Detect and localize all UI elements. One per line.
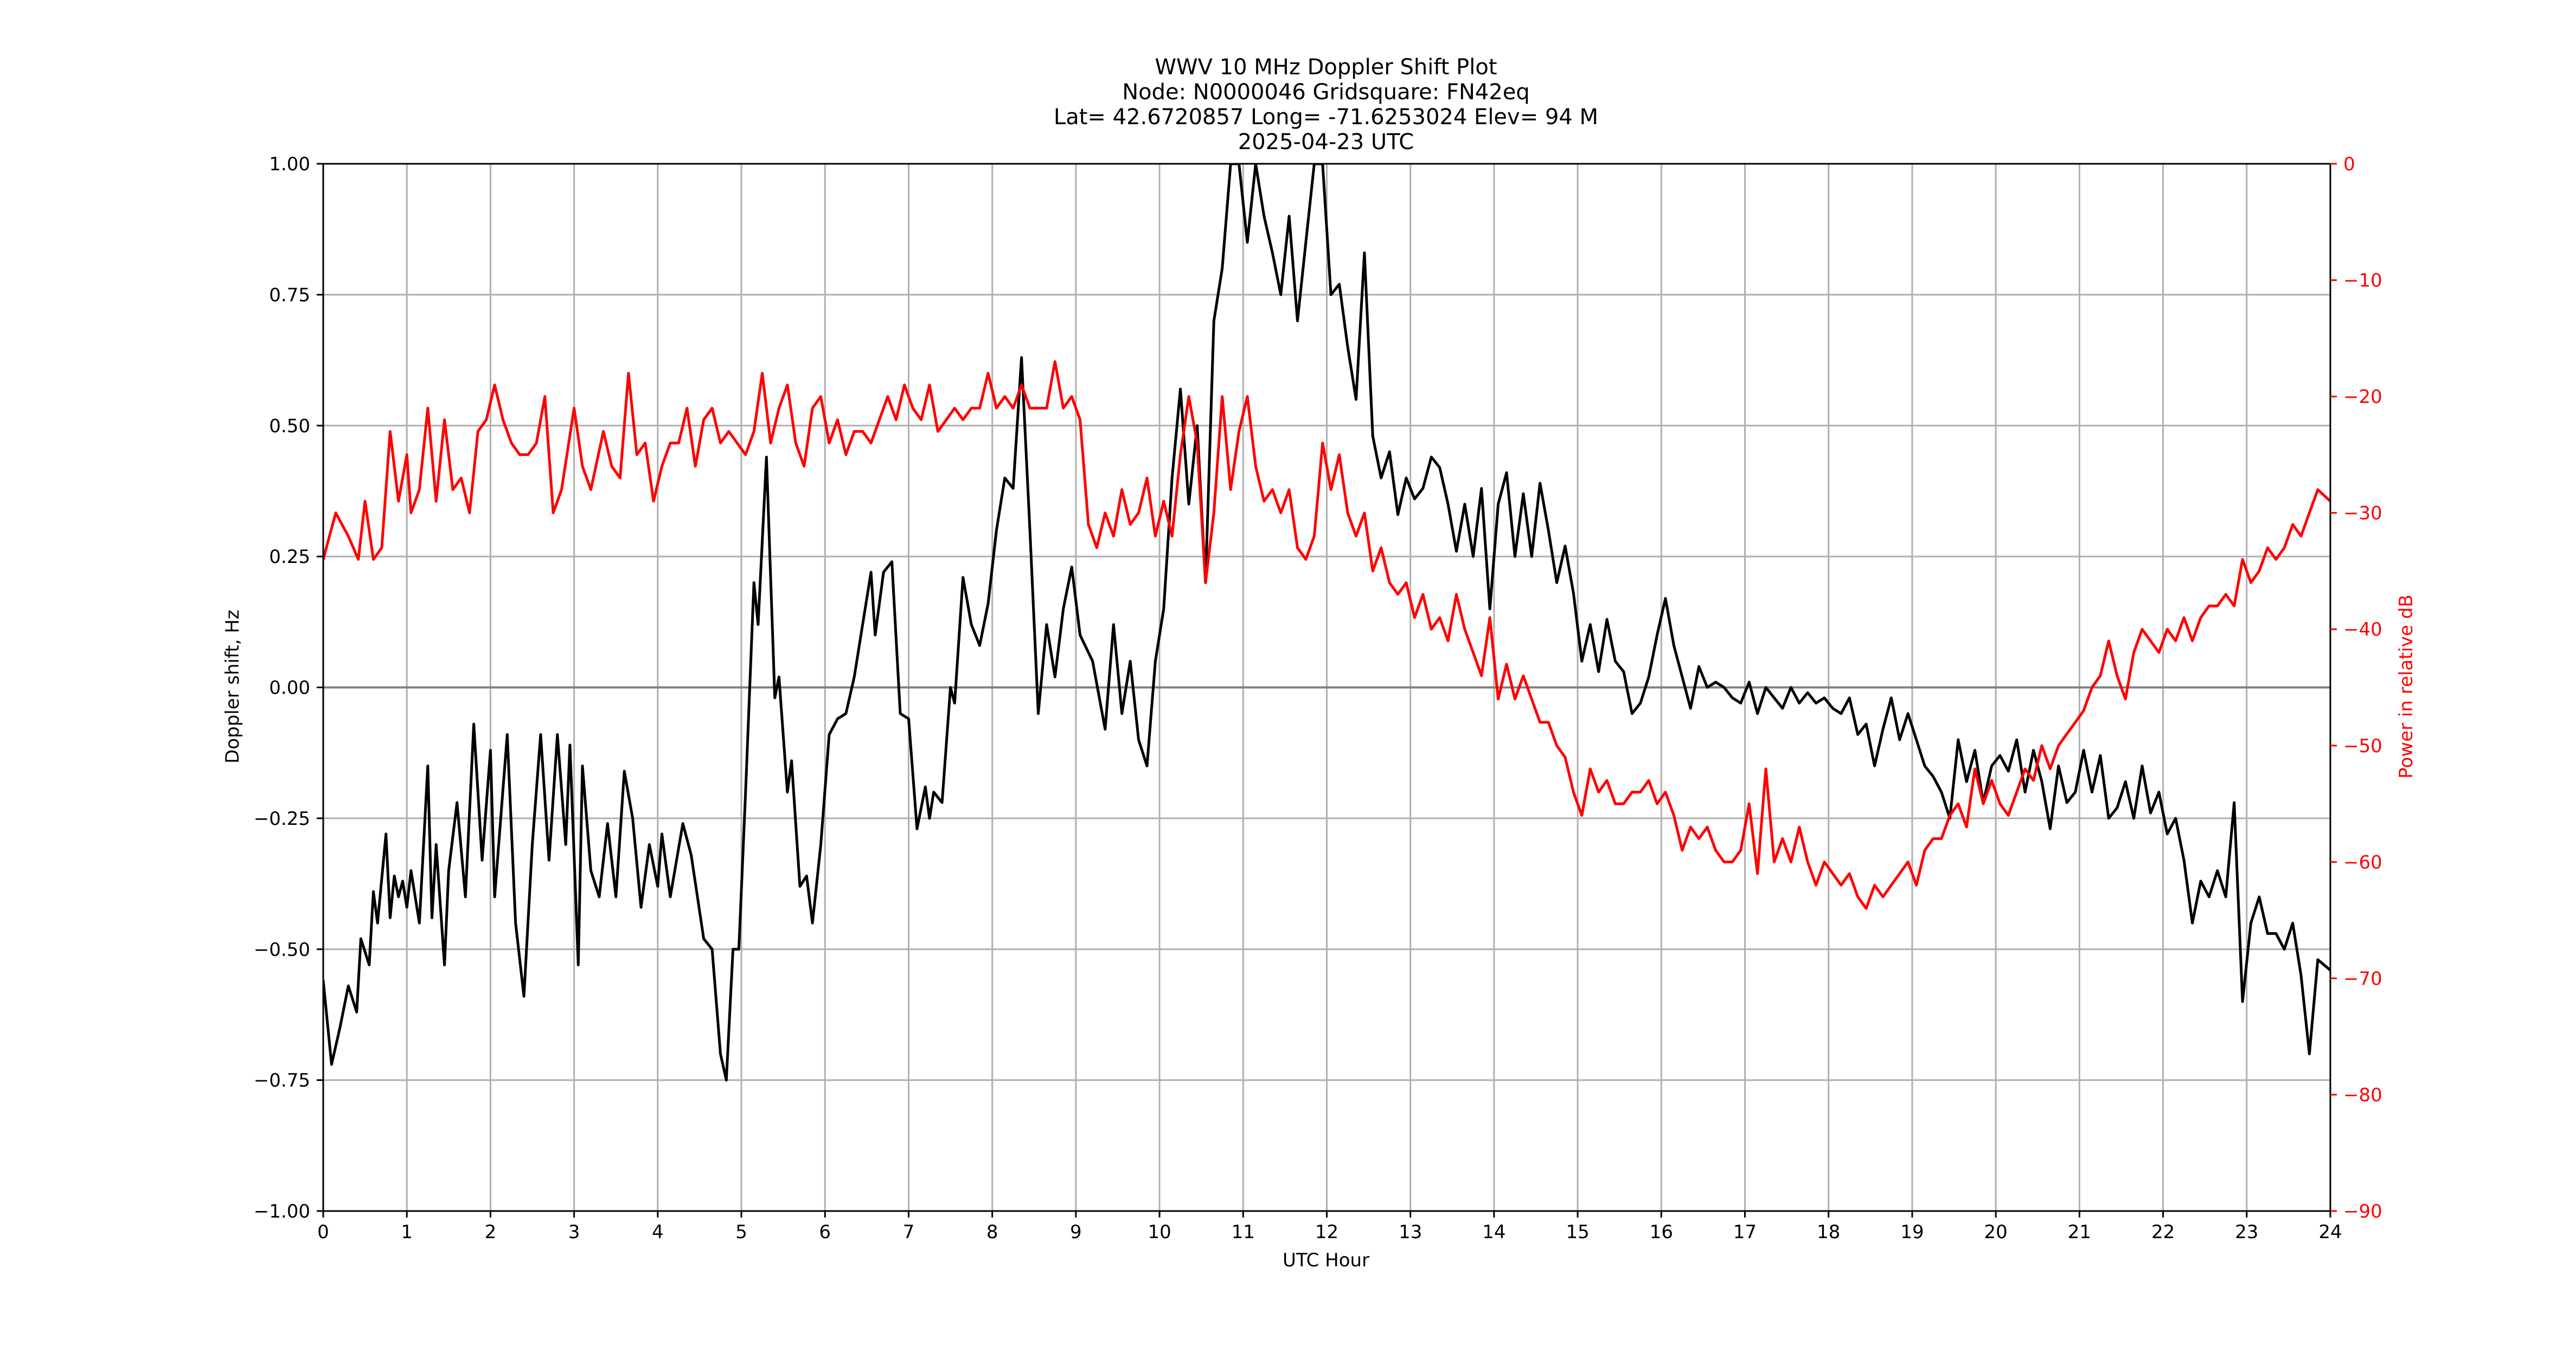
x-tick-label: 19 (1900, 1221, 1924, 1243)
y2-tick-label: −30 (2343, 503, 2382, 524)
title-line-4: 2025-04-23 UTC (1238, 130, 1414, 155)
y2-tick-label: −80 (2343, 1084, 2382, 1106)
y2-tick-label: 0 (2343, 153, 2355, 175)
y2-axis-label: Power in relative dB (2395, 594, 2417, 778)
y-tick-label: −0.50 (254, 939, 310, 960)
y-tick-label: 0.00 (269, 677, 310, 699)
power-series (323, 360, 2330, 910)
x-axis-label: UTC Hour (1283, 1250, 1369, 1271)
x-tick-label: 15 (1566, 1221, 1589, 1243)
y2-tick-label: −60 (2343, 851, 2382, 873)
x-tick-label: 4 (652, 1221, 664, 1243)
y2-tick-label: −40 (2343, 619, 2382, 640)
ticks-layer: 0 1 2 3 4 5 6 7 8 9 10 11 12 13 14 15 16 17 18 19 20 21 22 23 24… (254, 153, 2382, 1243)
series-layer (323, 164, 2330, 1082)
y2-tick-label: −20 (2343, 386, 2382, 408)
x-tick-label: 1 (401, 1221, 413, 1243)
y-axis-label: Doppler shift, Hz (222, 610, 243, 764)
chart-title: WWV 10 MHz Doppler Shift Plot Node: N000… (1054, 55, 1598, 155)
x-tick-label: 20 (1984, 1221, 2008, 1243)
x-tick-label: 11 (1232, 1221, 1255, 1243)
x-tick-label: 12 (1315, 1221, 1338, 1243)
y-tick-label: −0.75 (254, 1070, 310, 1092)
x-tick-label: 3 (568, 1221, 580, 1243)
y2-tick-label: −10 (2343, 270, 2382, 292)
x-tick-label: 6 (819, 1221, 831, 1243)
x-tick-label: 7 (903, 1221, 915, 1243)
x-tick-label: 13 (1399, 1221, 1422, 1243)
y-tick-label: 1.00 (269, 153, 310, 175)
x-tick-label: 14 (1482, 1221, 1505, 1243)
x-tick-label: 10 (1148, 1221, 1171, 1243)
title-line-1: WWV 10 MHz Doppler Shift Plot (1155, 55, 1497, 80)
x-tick-label: 24 (2318, 1221, 2342, 1243)
x-tick-label: 0 (317, 1221, 329, 1243)
x-tick-label: 23 (2235, 1221, 2258, 1243)
y-tick-label: −0.25 (254, 808, 310, 830)
y-tick-label: −1.00 (254, 1201, 310, 1222)
y-tick-label: 0.50 (269, 415, 310, 437)
y-tick-label: 0.75 (269, 284, 310, 306)
x-tick-label: 21 (2068, 1221, 2091, 1243)
x-tick-label: 2 (485, 1221, 497, 1243)
y2-tick-label: −50 (2343, 735, 2382, 757)
doppler-shift-series (323, 164, 2330, 1082)
x-tick-label: 5 (735, 1221, 747, 1243)
x-tick-label: 16 (1650, 1221, 1673, 1243)
title-line-3: Lat= 42.6720857 Long= -71.6253024 Elev= … (1054, 105, 1598, 130)
x-tick-label: 9 (1070, 1221, 1082, 1243)
x-tick-label: 8 (986, 1221, 998, 1243)
y2-tick-label: −70 (2343, 968, 2382, 990)
x-tick-label: 17 (1733, 1221, 1757, 1243)
title-line-2: Node: N0000046 Gridsquare: FN42eq (1122, 80, 1530, 105)
y-tick-label: 0.25 (269, 546, 310, 568)
y2-tick-label: −90 (2343, 1201, 2382, 1222)
x-tick-label: 22 (2151, 1221, 2175, 1243)
x-tick-label: 18 (1817, 1221, 1840, 1243)
